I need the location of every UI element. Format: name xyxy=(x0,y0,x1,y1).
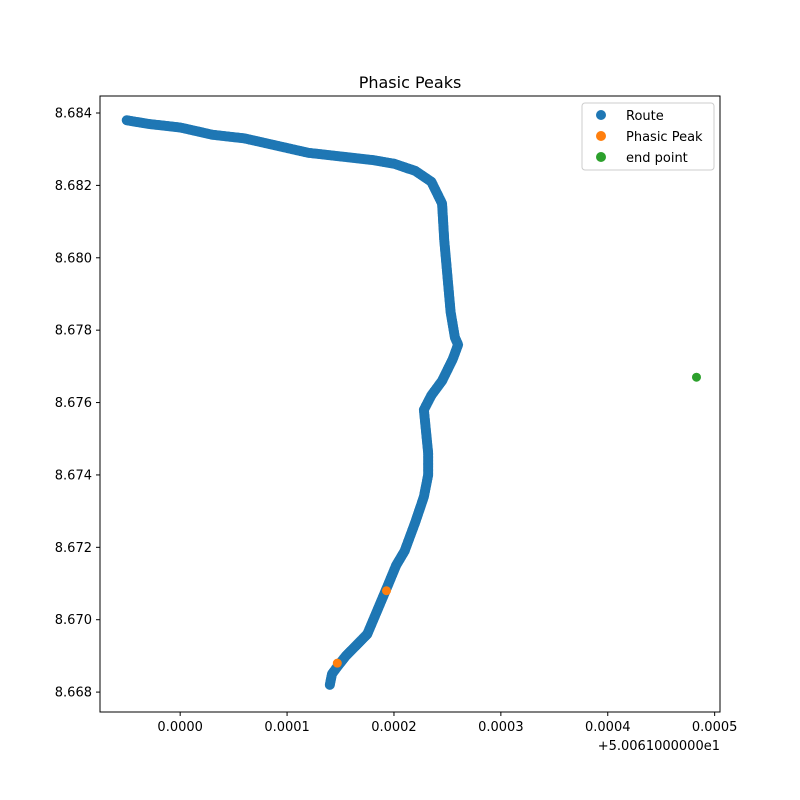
legend-marker-end-point xyxy=(596,152,606,162)
legend-label-phasic-peak: Phasic Peak xyxy=(626,130,703,145)
y-tick-label: 8.678 xyxy=(55,324,92,339)
plot-frame xyxy=(99,95,721,713)
phasic-peak-point xyxy=(332,658,342,668)
legend-marker-phasic-peak xyxy=(596,131,606,141)
x-offset-label: +5.0061000000e1 xyxy=(598,739,720,754)
y-tick-label: 8.680 xyxy=(55,251,92,266)
x-tick-label: 0.0005 xyxy=(692,720,738,735)
x-tick-label: 0.0004 xyxy=(585,720,631,735)
phasic-peak-series xyxy=(332,586,391,668)
y-tick-label: 8.674 xyxy=(55,468,92,483)
x-tick-label: 0.0003 xyxy=(478,720,524,735)
y-tick-label: 8.676 xyxy=(55,396,92,411)
route-point xyxy=(324,679,335,690)
y-tick-label: 8.684 xyxy=(55,107,92,122)
phasic-peak-point xyxy=(381,586,391,596)
y-axis: 8.668 8.670 8.672 8.674 8.676 8.678 8.680 8.682… xyxy=(55,107,100,701)
end-point-marker xyxy=(691,372,701,382)
legend-label-end-point: end point xyxy=(626,151,688,166)
x-tick-label: 0.0002 xyxy=(371,720,417,735)
y-tick-label: 8.668 xyxy=(55,686,92,701)
legend-box xyxy=(581,102,715,171)
y-tick-label: 8.670 xyxy=(55,613,92,628)
end-point-series xyxy=(691,372,701,382)
y-tick-label: 8.682 xyxy=(55,179,92,194)
chart-title: Phasic Peaks xyxy=(359,73,462,92)
legend-label-route: Route xyxy=(626,109,664,124)
legend: Route Phasic Peak end point xyxy=(581,102,715,171)
y-tick-label: 8.672 xyxy=(55,541,92,556)
route-series xyxy=(121,115,464,690)
legend-marker-route xyxy=(596,110,606,120)
x-axis: 0.0000 0.0001 0.0002 0.0003 0.0004 0.0005 xyxy=(157,712,737,735)
x-tick-label: 0.0000 xyxy=(157,720,203,735)
x-tick-label: 0.0001 xyxy=(264,720,310,735)
